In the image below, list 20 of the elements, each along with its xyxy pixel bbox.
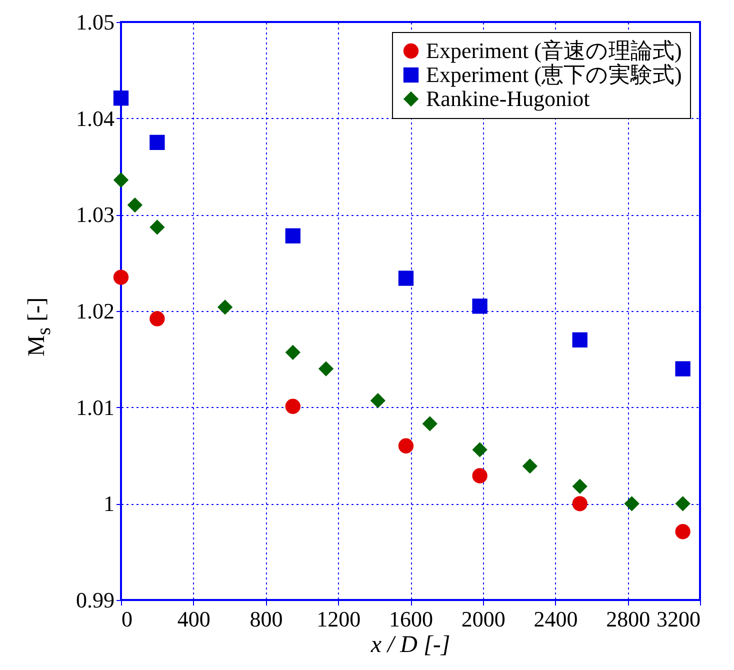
- x-tick-label: 0: [122, 606, 132, 632]
- x-tick-label: 400: [177, 606, 210, 632]
- legend-label: Rankine-Hugoniot: [426, 86, 590, 111]
- x-axis-title: x / D [-]: [370, 632, 452, 659]
- x-tick-label: 1600: [389, 606, 433, 632]
- y-tick-label: 1.05: [76, 10, 114, 34]
- x-tick-label: 2400: [534, 606, 578, 632]
- legend-label: Experiment (恵下の実験式): [426, 62, 682, 87]
- y-tick-label: 1.03: [76, 202, 114, 228]
- y-tick-label: 1: [104, 491, 114, 516]
- legend-label: Experiment (音速の理論式): [426, 38, 682, 63]
- y-tick-label: 1.01: [76, 394, 114, 420]
- y-tick-label: 1.04: [76, 106, 114, 131]
- x-tick-label: 3200: [656, 606, 700, 632]
- x-tick-label: 800: [250, 606, 283, 632]
- x-tick-label: 2800: [606, 606, 650, 632]
- x-tick-label: 2000: [461, 606, 506, 632]
- y-tick-label: 1.02: [76, 298, 114, 324]
- y-tick-label: 0.99: [76, 588, 114, 612]
- x-tick-label: 1200: [316, 606, 361, 632]
